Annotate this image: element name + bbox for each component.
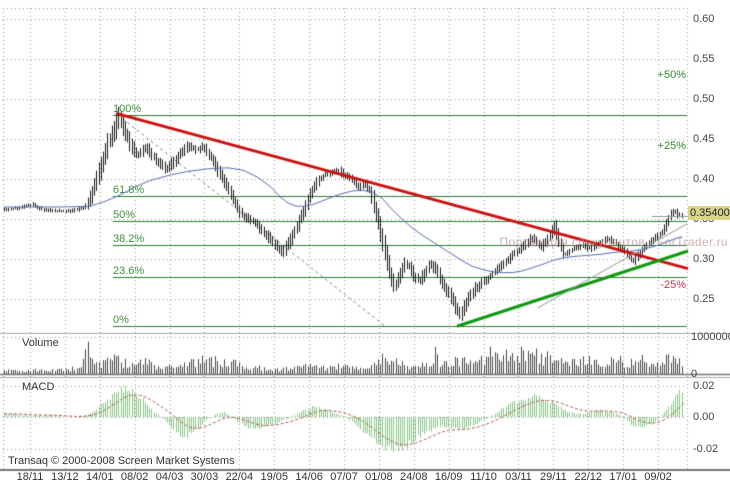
percent-level-label: -25% xyxy=(660,278,686,291)
fib-level-label: 23.6% xyxy=(113,264,145,277)
date-tick-label: 14/01 xyxy=(86,471,114,483)
price-tick-label: 0.45 xyxy=(693,133,715,145)
date-tick-label: 16/09 xyxy=(434,471,463,483)
date-tick-label: 08/02 xyxy=(120,471,149,483)
date-tick-label: 22/04 xyxy=(225,471,254,483)
date-tick-label: 29/11 xyxy=(539,471,567,483)
date-tick-label: 07/07 xyxy=(330,471,358,483)
current-price-badge: 0.35400 xyxy=(688,206,730,220)
macd-tick-label: -0.02 xyxy=(693,442,719,455)
date-tick-label: 04/03 xyxy=(155,471,184,483)
date-tick-label: 11/10 xyxy=(470,471,497,483)
watermark: Портал для спекулянтов - ForTrader.ru xyxy=(499,235,728,249)
price-tick-label: 0.60 xyxy=(693,13,715,25)
percent-level-label: +25% xyxy=(657,140,686,153)
date-tick-label: 17/01 xyxy=(609,471,637,483)
volume-tick-label: 0 xyxy=(691,368,698,380)
date-tick-label: 19/05 xyxy=(260,471,288,483)
fib-level-label: 0% xyxy=(113,314,129,327)
macd-tick-label: 0.02 xyxy=(693,379,715,392)
fib-level-label: 61.8% xyxy=(113,183,145,196)
macd-tick-label: 0.00 xyxy=(693,411,715,423)
percent-level-label: +50% xyxy=(657,69,686,81)
price-tick-label: 0.55 xyxy=(693,53,715,65)
fib-level-label: 100% xyxy=(113,103,142,115)
date-tick-label: 01/08 xyxy=(365,471,393,483)
price-tick-label: 0.50 xyxy=(693,93,715,105)
date-tick-label: 30/03 xyxy=(190,471,219,483)
date-tick-label: 24/08 xyxy=(400,471,428,483)
footer-credit: Transaq © 2000-2008 Screen Market System… xyxy=(8,455,235,467)
fib-level-label: 50% xyxy=(113,208,136,221)
date-tick-label: 14/06 xyxy=(295,471,323,483)
date-tick-label: 09/02 xyxy=(644,471,672,483)
volume-tick-label: 1000000 xyxy=(691,331,730,343)
date-tick-label: 22/12 xyxy=(574,471,602,483)
fib-level-label: 38.2% xyxy=(113,233,145,246)
date-tick-label: 03/11 xyxy=(505,471,532,483)
date-tick-label: 13/12 xyxy=(51,471,79,483)
volume-panel-label: Volume xyxy=(22,337,59,349)
price-tick-label: 0.40 xyxy=(693,173,715,185)
price-tick-label: 0.25 xyxy=(693,293,715,305)
price-tick-label: 0.30 xyxy=(693,253,715,265)
date-tick-label: 18/11 xyxy=(16,471,44,483)
macd-panel-label: MACD xyxy=(22,381,55,393)
